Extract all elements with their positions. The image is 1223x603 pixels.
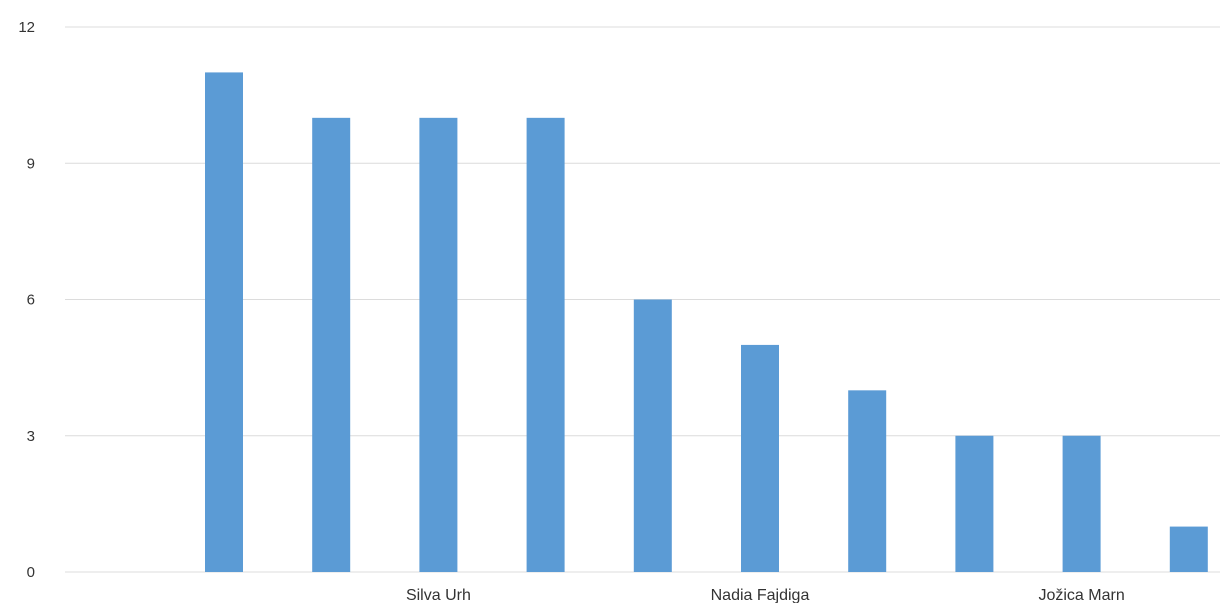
y-tick-label: 12 — [18, 19, 35, 36]
x-category-label: Nadia Fajdiga — [711, 587, 810, 603]
bar-1 — [205, 72, 243, 573]
bar-8 — [955, 435, 994, 572]
bar-9 — [1062, 435, 1101, 572]
bar-4 — [526, 117, 565, 572]
x-category-label: Jožica Marn — [1038, 587, 1124, 603]
bars — [205, 72, 1208, 573]
y-tick-label: 9 — [27, 155, 35, 172]
y-tick-label: 3 — [27, 428, 35, 445]
bar-5 — [633, 299, 672, 572]
y-tick-label: 0 — [27, 564, 35, 581]
x-category-label: Silva Urh — [406, 587, 471, 603]
bar-10 — [1169, 526, 1208, 572]
y-tick-label: 6 — [27, 292, 35, 309]
bar-6 — [741, 344, 779, 572]
bar-3 — [419, 117, 458, 572]
bar-2 — [312, 117, 351, 572]
x-axis-category-labels: Silva Urh Nadia Fajdiga Jožica Marn — [406, 587, 1125, 603]
bar-7 — [848, 390, 887, 572]
y-axis-tick-labels: 0 3 6 9 12 — [18, 19, 35, 581]
